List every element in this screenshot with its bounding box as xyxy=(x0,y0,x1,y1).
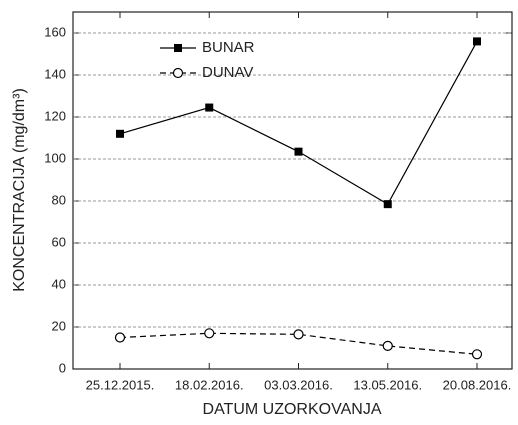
y-tick-label: 20 xyxy=(52,318,66,333)
series-line xyxy=(119,41,478,205)
marker xyxy=(383,200,392,209)
marker xyxy=(382,340,393,351)
x-tick-label: 13.05.2016. xyxy=(353,377,422,392)
marker xyxy=(294,147,303,156)
y-tick-label: 60 xyxy=(52,234,66,249)
y-tick-label: 140 xyxy=(44,66,66,81)
y-axis-title: KONCENTRACIJA (mg/dm³) xyxy=(11,88,28,292)
marker xyxy=(116,129,124,138)
marker xyxy=(473,37,481,46)
y-tick-label: 80 xyxy=(52,192,66,207)
marker xyxy=(114,332,126,343)
marker xyxy=(471,349,483,360)
marker xyxy=(172,67,184,79)
x-tick-label: 18.02.2016. xyxy=(175,377,244,392)
x-axis-title: DATUM UZORKOVANJA xyxy=(203,401,382,418)
x-tick-label: 03.03.2016. xyxy=(264,377,333,392)
marker xyxy=(205,103,214,112)
y-tick-label: 40 xyxy=(52,276,66,291)
plot-frame xyxy=(72,11,513,370)
y-tick-label: 100 xyxy=(44,150,66,165)
legend-text: BUNAR xyxy=(202,39,255,56)
y-tick-label: 0 xyxy=(59,360,66,375)
marker xyxy=(293,329,304,340)
legend-text: DUNAV xyxy=(202,64,253,81)
y-tick-label: 120 xyxy=(44,108,66,123)
y-tick-label: 160 xyxy=(44,24,66,39)
marker xyxy=(204,328,215,339)
marker xyxy=(174,44,182,52)
x-tick-label: 25.12.2015. xyxy=(86,377,155,392)
x-tick-label: 20.08.2016. xyxy=(443,377,512,392)
